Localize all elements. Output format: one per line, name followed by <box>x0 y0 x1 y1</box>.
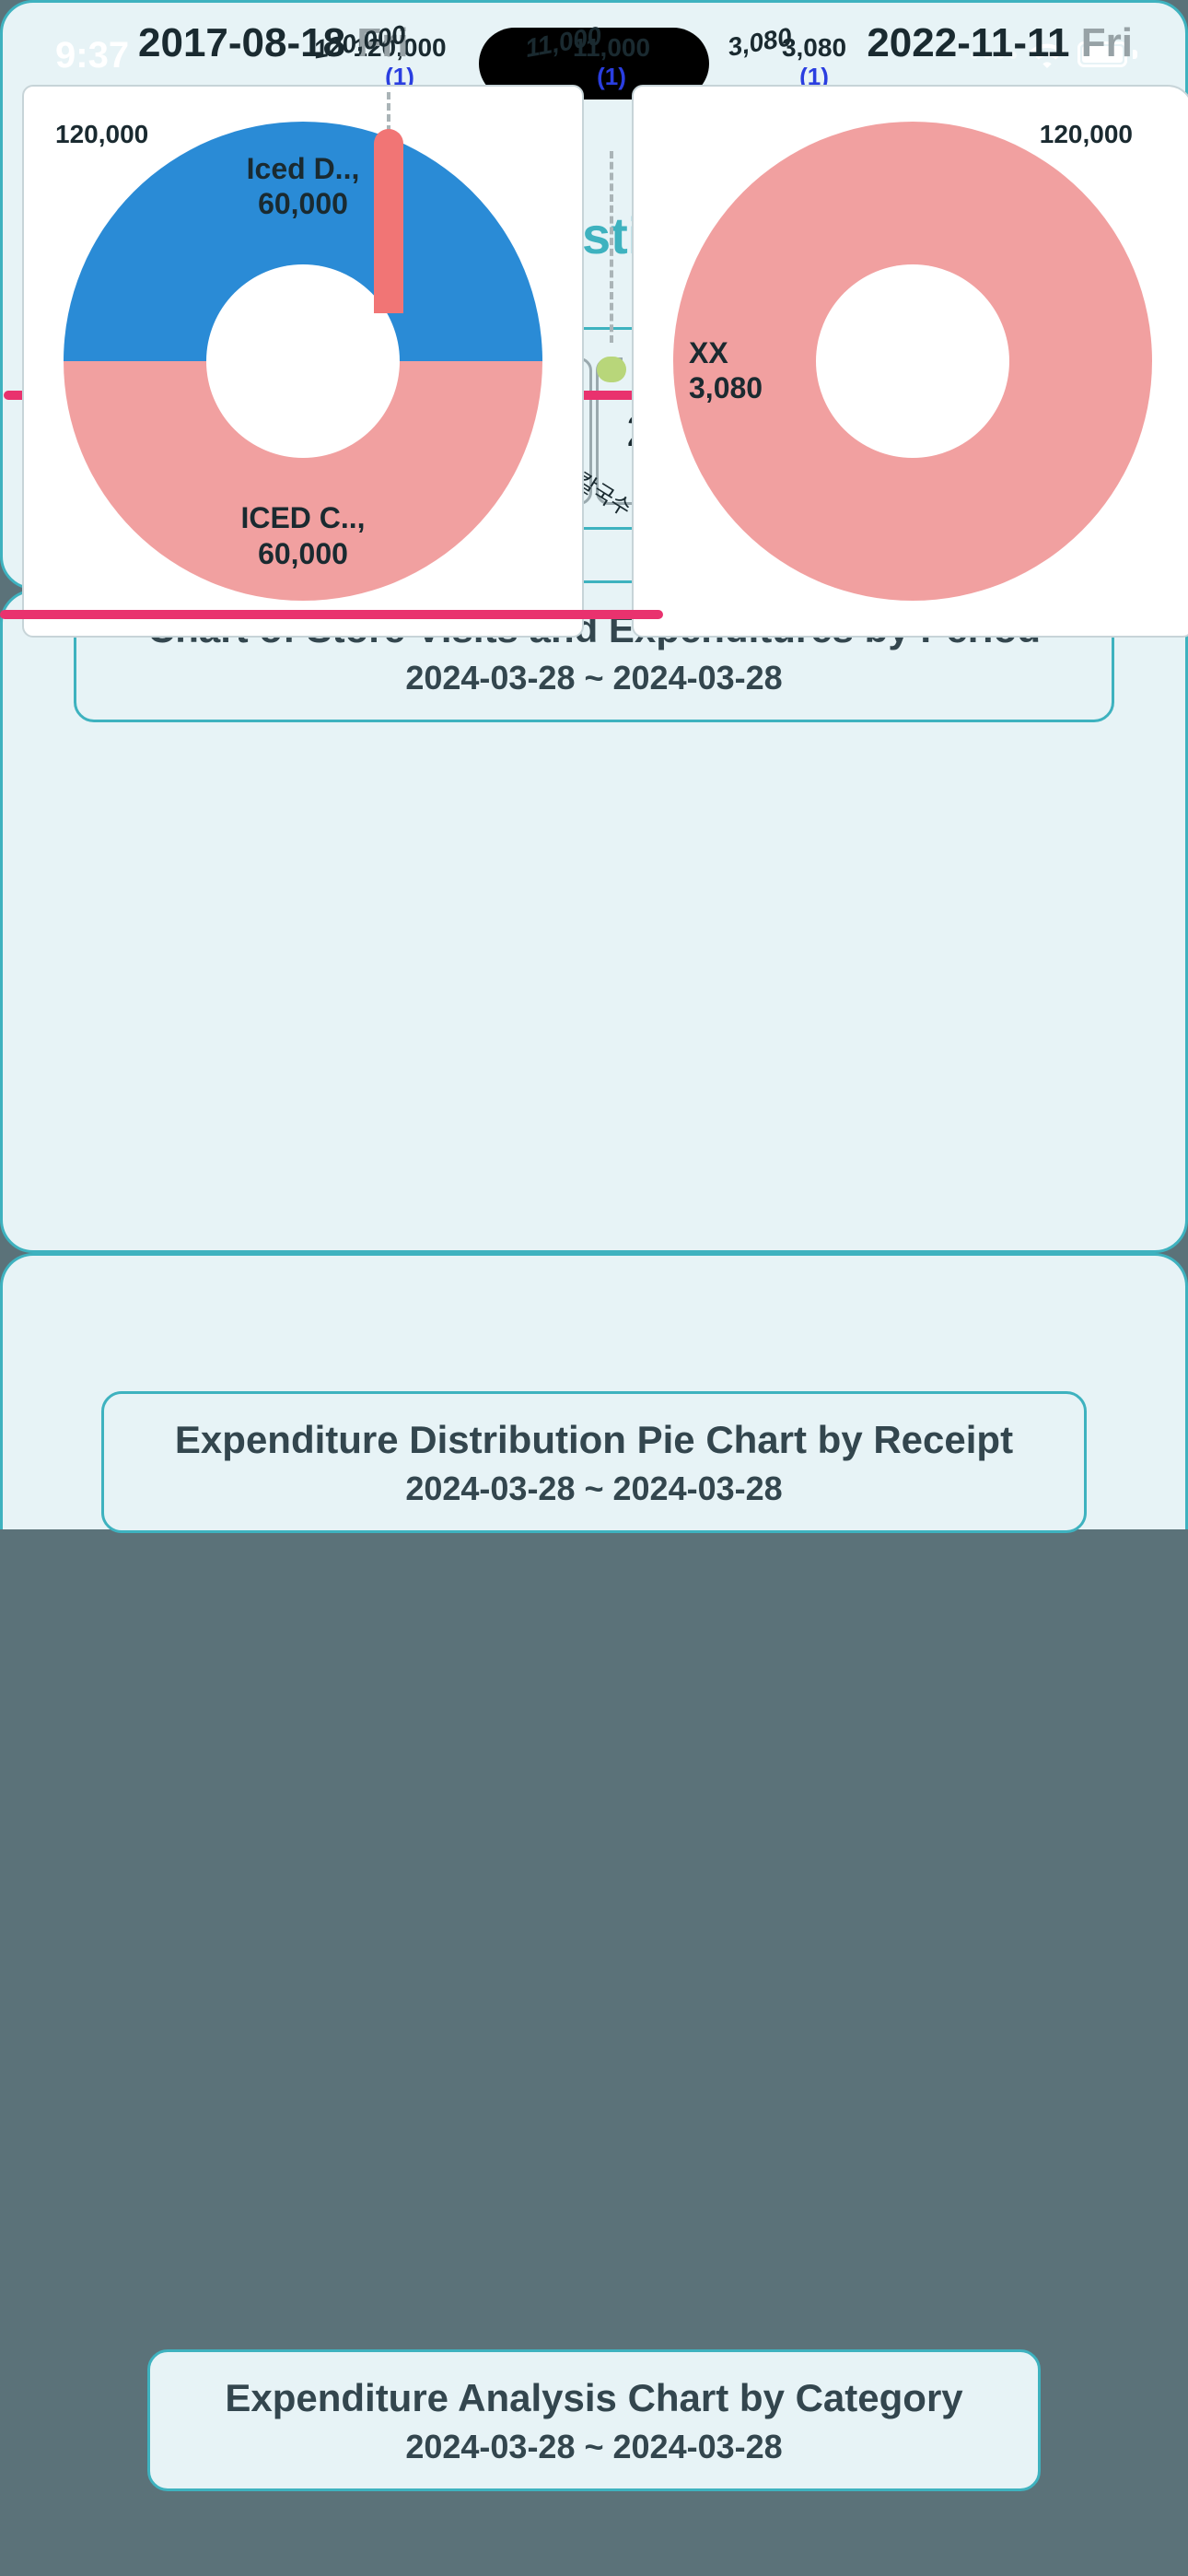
slice-label: Iced D..,60,000 <box>24 151 582 222</box>
donut-hole <box>816 264 1009 458</box>
pie-panel[interactable]: XX3,080 <box>632 85 1188 638</box>
ytick-right: 120,000 <box>1040 120 1133 149</box>
section3-subtitle: 2024-03-28 ~ 2024-03-28 <box>169 2428 1019 2466</box>
section2-title: Expenditure Distribution Pie Chart by Re… <box>122 1418 1066 1462</box>
bar <box>374 129 403 313</box>
slice-label: ICED C..,60,000 <box>24 500 582 571</box>
donut-hole <box>206 264 400 458</box>
bar <box>597 357 626 382</box>
slice-label: XX3,080 <box>689 335 763 406</box>
section2-subtitle: 2024-03-28 ~ 2024-03-28 <box>122 1469 1066 1508</box>
pie-redline <box>0 610 663 619</box>
section3-title-card: Expenditure Analysis Chart by Category 2… <box>147 2349 1041 2491</box>
section3-title: Expenditure Analysis Chart by Category <box>169 2376 1019 2420</box>
pie-date: 2022-11-11 Fri <box>867 20 1133 66</box>
section2-title-card: Expenditure Distribution Pie Chart by Re… <box>101 1391 1087 1533</box>
ytick-left: 120,000 <box>55 120 148 149</box>
bar-dashline <box>610 151 613 343</box>
pie-panel[interactable]: Iced D..,60,000 ICED C..,60,000 <box>22 85 584 638</box>
